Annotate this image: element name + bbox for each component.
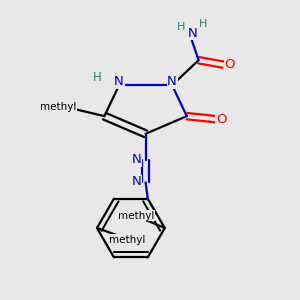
Text: H: H bbox=[177, 22, 185, 32]
Text: N: N bbox=[188, 27, 197, 40]
Text: H: H bbox=[93, 71, 102, 84]
Text: methyl: methyl bbox=[118, 211, 154, 221]
Text: O: O bbox=[224, 58, 235, 71]
Text: N: N bbox=[131, 153, 141, 166]
Text: N: N bbox=[114, 75, 124, 88]
Text: N: N bbox=[167, 75, 177, 88]
Text: O: O bbox=[216, 112, 226, 126]
Text: H: H bbox=[199, 19, 207, 29]
Text: methyl: methyl bbox=[109, 235, 145, 245]
Text: N: N bbox=[131, 175, 141, 188]
Text: methyl: methyl bbox=[40, 102, 76, 112]
